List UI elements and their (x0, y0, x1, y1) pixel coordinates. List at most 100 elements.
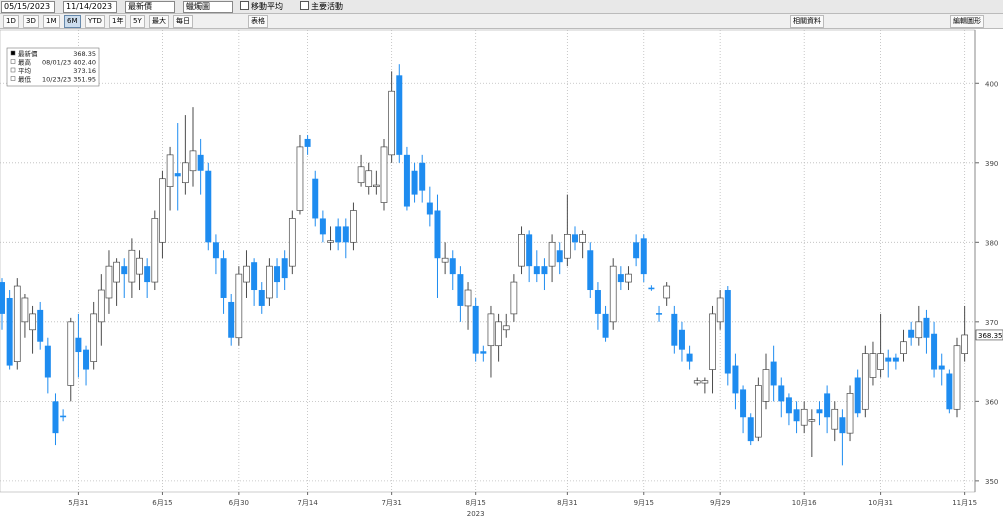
candle-body (686, 353, 693, 362)
candle-body (961, 334, 968, 354)
x-tick-label: 9月15 (634, 499, 654, 507)
candle-body (495, 321, 502, 347)
candle-body (60, 415, 67, 418)
candle-body (900, 341, 907, 354)
last-price-label: 368.35 (978, 332, 1003, 340)
x-tick-label: 10月31 (868, 499, 893, 507)
candle-body (403, 154, 410, 207)
candle-body (105, 265, 113, 299)
candle-body (609, 265, 617, 323)
candle-body (633, 242, 640, 259)
candle-body (136, 257, 143, 275)
candle-body (296, 146, 304, 211)
candle-body (373, 184, 380, 188)
candle-body (602, 313, 609, 338)
period-button[interactable]: 3D (23, 15, 39, 28)
candle-body (472, 305, 479, 354)
period-button[interactable]: 最大 (149, 15, 169, 28)
candle-body (808, 419, 816, 422)
candle-body (251, 262, 258, 291)
candle-body (319, 218, 326, 235)
candle-body (396, 75, 403, 155)
candle-body (426, 202, 433, 215)
candle-body (304, 138, 311, 147)
candle-body (892, 357, 899, 362)
legend-key (10, 76, 16, 81)
y-tick-label: 350 (985, 478, 998, 486)
period-button[interactable]: YTD (85, 15, 105, 28)
candle-body (457, 274, 464, 306)
candle-body (877, 353, 884, 370)
y-tick-label: 370 (985, 319, 998, 327)
candle-body (464, 289, 472, 307)
field-select[interactable]: 最新價 (125, 1, 175, 13)
edit-button[interactable]: 編輯圖形 (950, 15, 984, 28)
candle-body (793, 409, 800, 422)
legend-name: 平均 (18, 66, 32, 75)
period-button[interactable]: 1M (43, 15, 60, 28)
legend-key (10, 50, 16, 56)
ma-checkbox[interactable]: 移動平均 (240, 1, 283, 12)
candle-body (144, 266, 151, 283)
y-tick-label: 380 (985, 239, 998, 247)
candle-body (480, 351, 487, 354)
candle-body (625, 273, 632, 283)
candle-body (762, 369, 770, 402)
candle-body (350, 210, 357, 243)
candle-body (335, 226, 342, 243)
legend-date: 10/23/23 (42, 76, 71, 84)
frequency-button[interactable]: 每日 (173, 15, 193, 28)
x-tick-label: 7月14 (297, 499, 318, 507)
candle-body (44, 345, 51, 378)
candle-body (869, 353, 877, 378)
candle-body (701, 380, 709, 384)
candle-body (839, 417, 846, 434)
candle-body (159, 178, 166, 243)
x-tick-label: 5月31 (68, 499, 88, 507)
legend: 最新價 368.35 最高 08/01/23 402.40 平均 373.16 最低 10/23… (6, 47, 100, 87)
legend-name: 最高 (18, 58, 32, 67)
candle-body (885, 357, 892, 362)
candle-body (816, 409, 823, 414)
legend-key (10, 59, 16, 64)
candle-body (533, 266, 540, 275)
period-button[interactable]: 5Y (130, 15, 145, 28)
start-date[interactable]: 05/15/2023 (1, 1, 55, 13)
candle-body (487, 313, 495, 347)
legend-box (6, 47, 100, 87)
candle-body (97, 289, 105, 323)
candle-body (724, 290, 731, 374)
candle-body (541, 266, 548, 275)
related-button[interactable]: 相關資料 (790, 15, 824, 28)
period-button[interactable]: 6M (64, 15, 81, 28)
candle-body (266, 265, 273, 299)
chart: 350 360 370 380 390 400 5月31 6月15 6月30 7月14 7月31 8月… (0, 29, 1003, 518)
candle-body (824, 393, 831, 418)
style-select[interactable]: 蠟燭圖 (183, 1, 233, 13)
candle-body (90, 313, 98, 362)
candle-body (946, 373, 953, 410)
events-checkbox[interactable]: 主要活動 (300, 1, 343, 12)
period-button[interactable]: 1D (3, 15, 19, 28)
candle-body (572, 234, 578, 243)
candle-body (434, 210, 441, 259)
legend-value: 373.16 (73, 67, 96, 75)
candle-body (640, 238, 647, 275)
candle-body (21, 297, 29, 323)
table-button[interactable]: 表格 (248, 15, 268, 28)
candle-body (13, 285, 21, 362)
toolbar: 05/15/2023 11/14/2023 最新價 蠟燭圖 移動平均 主要活動 (0, 0, 1003, 14)
end-date[interactable]: 11/14/2023 (63, 1, 117, 13)
legend-name: 最低 (18, 75, 32, 84)
x-tick-label: 6月15 (152, 499, 172, 507)
legend-value: 351.95 (73, 76, 96, 84)
legend-value: 402.40 (73, 59, 96, 67)
legend-name: 最新價 (18, 49, 38, 58)
x-tick-label: 8月15 (465, 499, 485, 507)
candle-body (212, 242, 219, 259)
candle-body (564, 234, 571, 259)
period-button[interactable]: 1年 (109, 15, 127, 28)
candle-body (380, 146, 388, 203)
candle-body (29, 313, 36, 331)
candle-body (189, 150, 197, 172)
